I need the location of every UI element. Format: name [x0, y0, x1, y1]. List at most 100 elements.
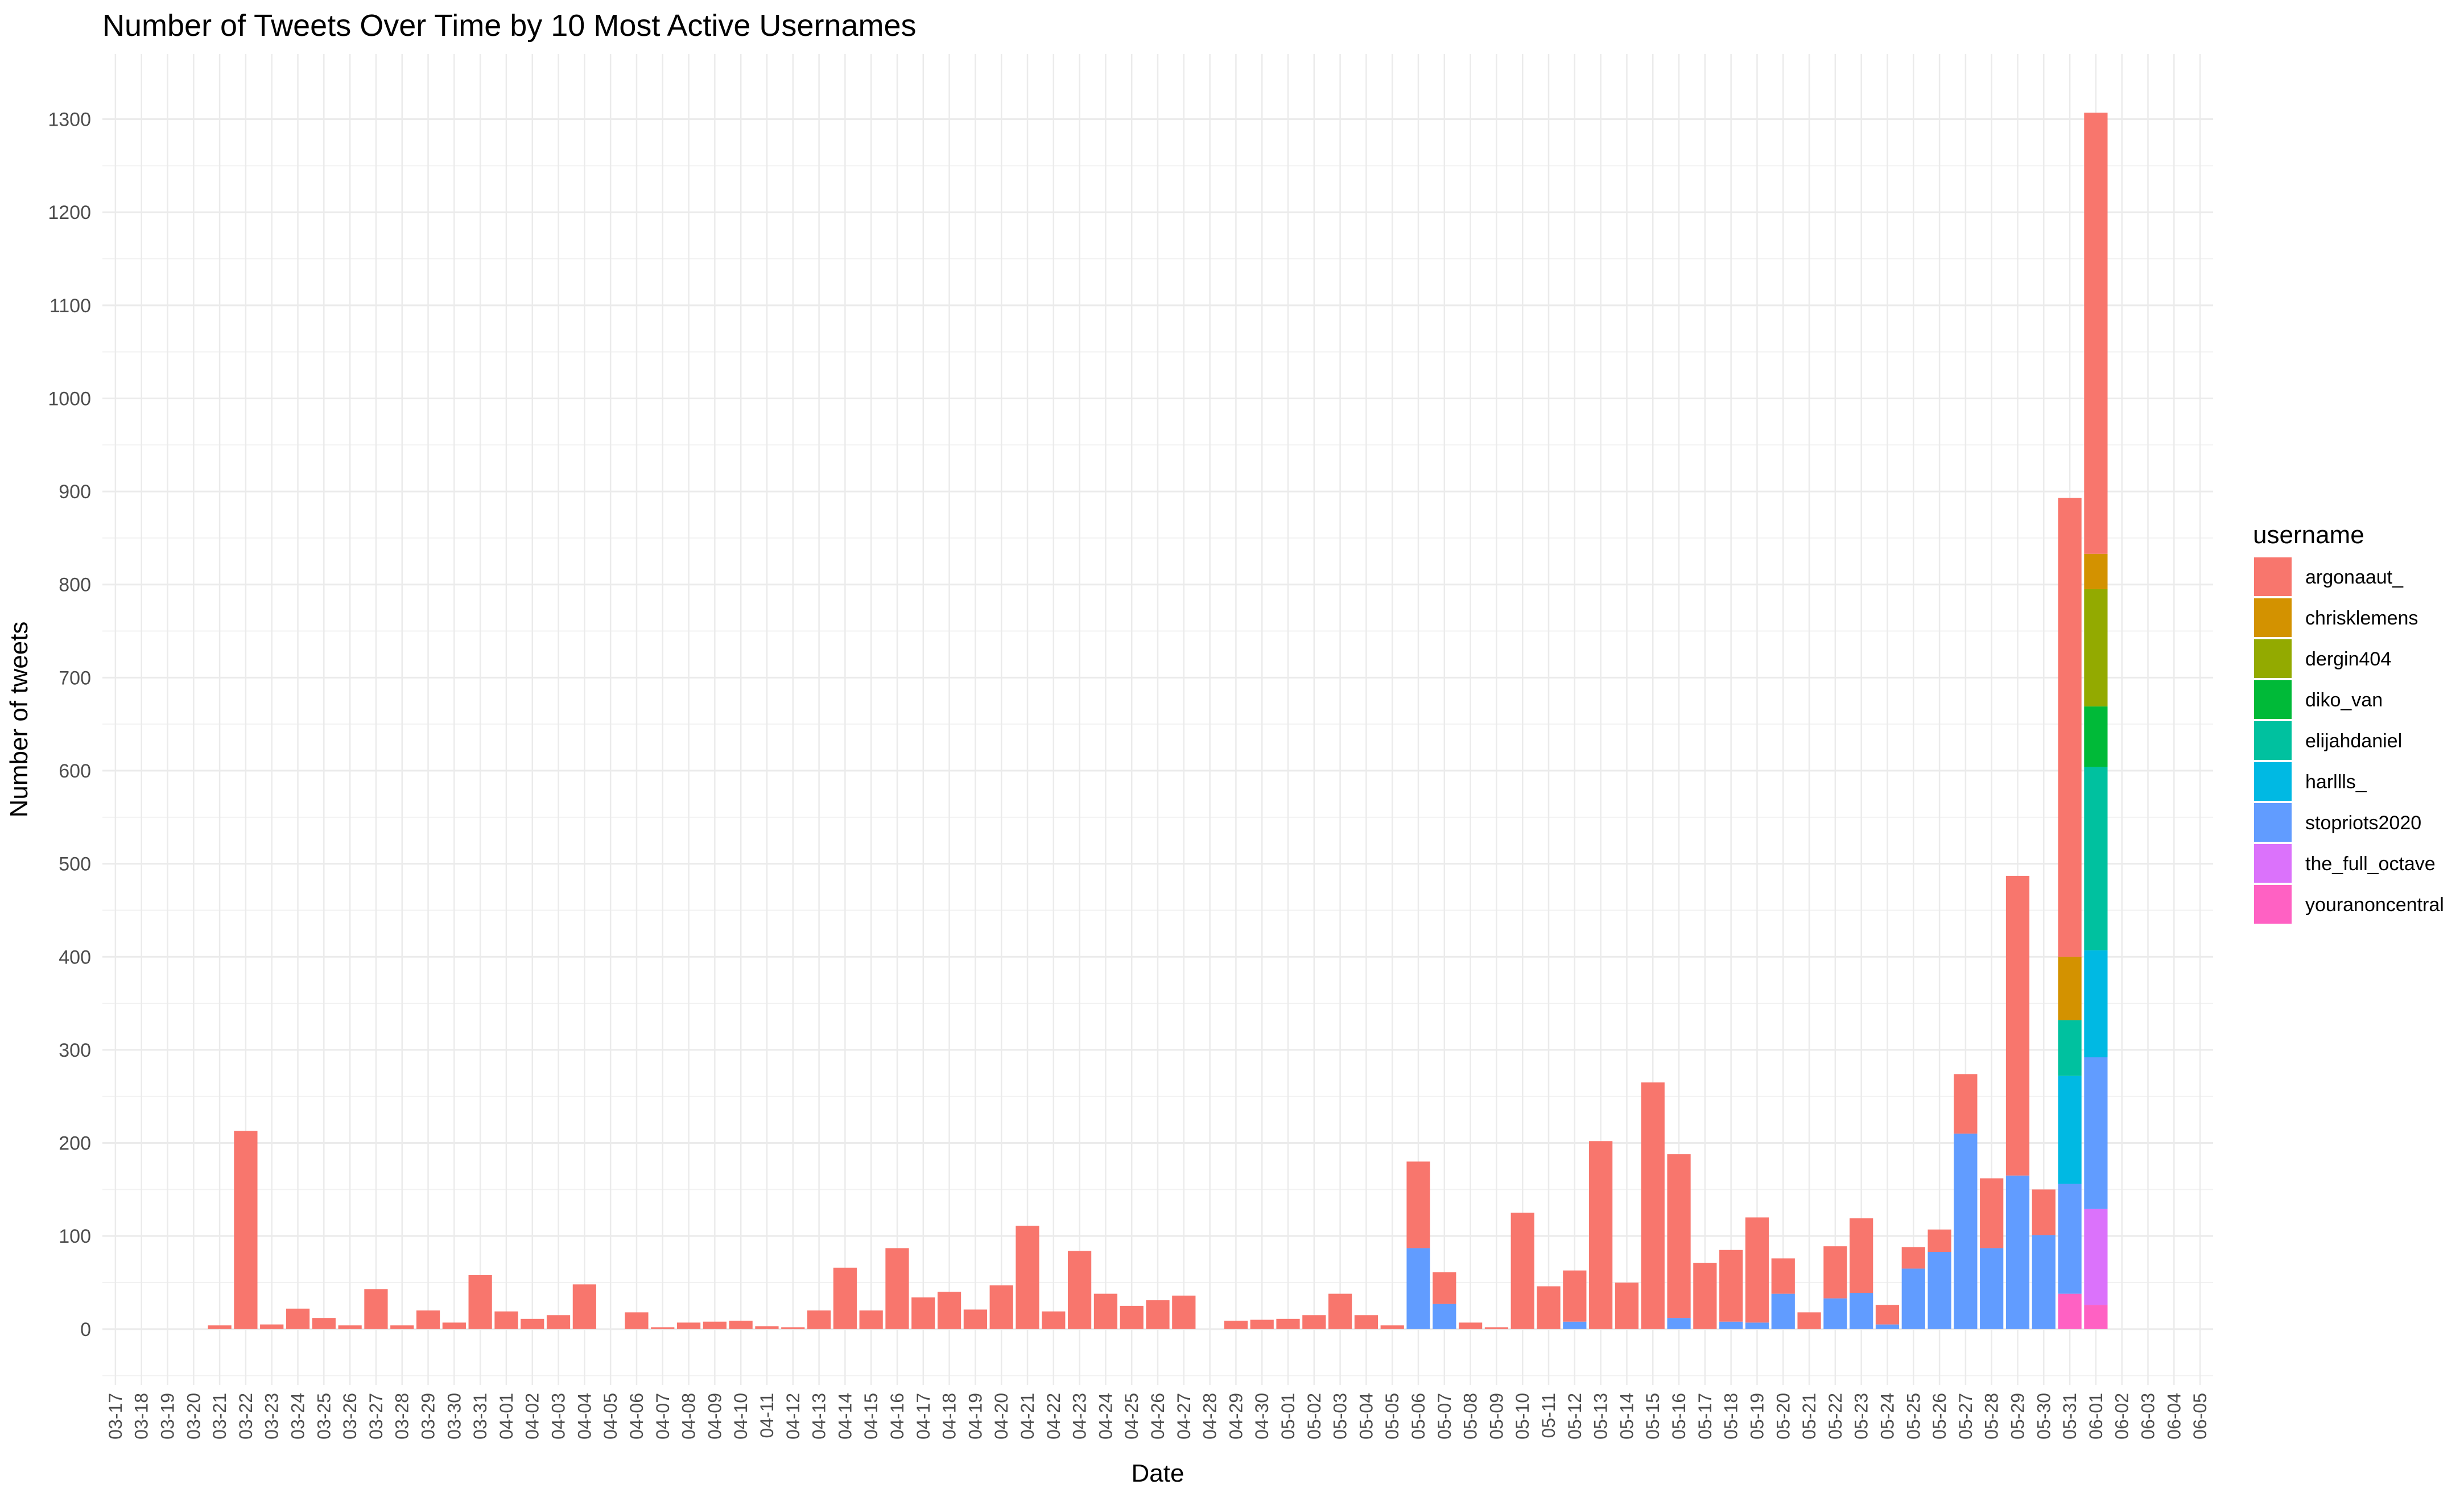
bar-argonaaut_-04-16	[885, 1248, 909, 1329]
x-tick-label: 05-27	[1955, 1393, 1976, 1440]
bar-argonaaut_-05-03	[1328, 1293, 1352, 1329]
bar-argonaaut_-04-08	[676, 1322, 701, 1329]
x-tick-label: 05-09	[1486, 1393, 1507, 1440]
bar-argonaaut_-04-13	[807, 1310, 831, 1329]
legend-label: stopriots2020	[2305, 812, 2421, 834]
legend-key-the_full_octave	[2254, 844, 2292, 883]
x-tick-label: 04-27	[1174, 1393, 1194, 1440]
bar-argonaaut_-04-21	[1016, 1226, 1039, 1329]
bar-argonaaut_-03-23	[260, 1324, 284, 1329]
bar-argonaaut_-04-22	[1042, 1311, 1066, 1329]
x-tick-label: 05-30	[2033, 1393, 2054, 1440]
bar-argonaaut_-05-26	[1928, 1229, 1951, 1252]
bar-stopriots2020-05-26	[1928, 1252, 1951, 1329]
bar-stopriots2020-05-07	[1433, 1304, 1456, 1329]
bar-argonaaut_-03-22	[234, 1131, 258, 1329]
bar-argonaaut_-05-04	[1354, 1315, 1378, 1329]
x-tick-label: 03-21	[209, 1393, 230, 1440]
x-tick-label: 03-29	[418, 1393, 439, 1440]
x-tick-label: 05-26	[1929, 1393, 1950, 1440]
x-axis-title: Date	[1132, 1459, 1184, 1487]
x-tick-label: 04-28	[1200, 1393, 1220, 1440]
x-tick-label: 04-10	[730, 1393, 751, 1440]
x-tick-label: 05-03	[1330, 1393, 1351, 1440]
x-tick-label: 05-20	[1773, 1393, 1793, 1440]
x-tick-label: 03-25	[313, 1393, 334, 1440]
bar-elijahdaniel-05-31	[2058, 1020, 2082, 1076]
x-tick-label: 04-30	[1252, 1393, 1272, 1440]
bar-argonaaut_-05-18	[1719, 1250, 1743, 1322]
bar-argonaaut_-05-20	[1771, 1258, 1795, 1294]
bar-argonaaut_-05-21	[1797, 1312, 1821, 1329]
x-tick-label: 03-17	[105, 1393, 126, 1440]
x-tick-label: 04-13	[809, 1393, 829, 1440]
x-tick-label: 03-28	[392, 1393, 412, 1440]
y-tick-label: 200	[59, 1133, 91, 1155]
bar-argonaaut_-04-12	[781, 1327, 805, 1329]
bar-argonaaut_-03-27	[364, 1289, 388, 1329]
x-tick-label: 06-03	[2137, 1393, 2158, 1440]
bar-argonaaut_-05-27	[1954, 1074, 1978, 1134]
bar-argonaaut_-04-18	[937, 1292, 961, 1329]
bar-chrisklemens-06-01	[2084, 553, 2108, 589]
bar-argonaaut_-04-04	[572, 1284, 596, 1329]
bar-argonaaut_-05-16	[1667, 1154, 1691, 1318]
x-tick-label: 04-09	[704, 1393, 725, 1440]
bar-argonaaut_-03-25	[312, 1318, 336, 1329]
chart-title: Number of Tweets Over Time by 10 Most Ac…	[102, 9, 917, 43]
y-tick-label: 500	[59, 854, 91, 875]
legend-label: elijahdaniel	[2305, 730, 2402, 752]
bar-harllls_-06-01	[2084, 950, 2108, 1057]
x-tick-label: 05-22	[1825, 1393, 1846, 1440]
x-tick-label: 04-03	[548, 1393, 569, 1440]
bar-the_full_octave-06-01	[2084, 1209, 2108, 1305]
x-tick-label: 04-06	[626, 1393, 647, 1440]
x-tick-label: 05-17	[1695, 1393, 1715, 1440]
x-tick-label: 03-20	[183, 1393, 204, 1440]
bar-stopriots2020-05-19	[1745, 1322, 1769, 1329]
x-tick-label: 05-15	[1642, 1393, 1663, 1440]
y-tick-label: 1200	[48, 202, 91, 224]
x-tick-label: 04-21	[1017, 1393, 1038, 1440]
bar-stopriots2020-05-12	[1563, 1321, 1587, 1329]
bar-argonaaut_-03-29	[416, 1310, 440, 1329]
bar-stopriots2020-06-01	[2084, 1057, 2108, 1209]
bar-argonaaut_-03-26	[338, 1325, 362, 1329]
x-tick-label: 04-02	[522, 1393, 543, 1440]
bar-diko_van-06-01	[2084, 706, 2108, 767]
y-tick-label: 300	[59, 1040, 91, 1061]
bar-argonaaut_-05-12	[1563, 1270, 1587, 1322]
bar-argonaaut_-05-13	[1589, 1141, 1613, 1329]
bar-argonaaut_-04-27	[1172, 1295, 1196, 1329]
bar-stopriots2020-05-23	[1850, 1293, 1873, 1329]
bar-argonaaut_-05-19	[1745, 1217, 1769, 1323]
bar-youranoncentral-05-31	[2058, 1293, 2082, 1329]
x-tick-label: 04-18	[939, 1393, 960, 1440]
x-tick-label: 03-27	[366, 1393, 386, 1440]
bar-argonaaut_-05-24	[1875, 1305, 1900, 1325]
bar-stopriots2020-05-24	[1875, 1324, 1900, 1329]
bar-argonaaut_-05-14	[1615, 1283, 1639, 1329]
y-tick-label: 400	[59, 946, 91, 968]
bar-argonaaut_-04-15	[859, 1310, 883, 1329]
legend-key-elijahdaniel	[2254, 721, 2292, 760]
legend-key-diko_van	[2254, 680, 2292, 719]
x-tick-label: 03-23	[262, 1393, 282, 1440]
y-tick-label: 100	[59, 1226, 91, 1247]
x-tick-label: 04-07	[653, 1393, 673, 1440]
bar-youranoncentral-06-01	[2084, 1305, 2108, 1329]
bar-argonaaut_-04-20	[989, 1285, 1013, 1329]
x-tick-label: 05-23	[1851, 1393, 1872, 1440]
x-tick-label: 04-29	[1225, 1393, 1246, 1440]
bar-argonaaut_-05-10	[1510, 1213, 1534, 1329]
bar-argonaaut_-05-07	[1433, 1272, 1456, 1304]
bar-stopriots2020-05-29	[2005, 1175, 2030, 1329]
x-tick-label: 04-23	[1070, 1393, 1090, 1440]
x-tick-label: 05-14	[1616, 1393, 1637, 1440]
x-tick-label: 03-30	[444, 1393, 464, 1440]
x-tick-label: 03-26	[340, 1393, 360, 1440]
bar-dergin404-06-01	[2084, 589, 2108, 707]
bar-stopriots2020-05-28	[1980, 1248, 2004, 1329]
bar-argonaaut_-04-03	[546, 1315, 571, 1329]
